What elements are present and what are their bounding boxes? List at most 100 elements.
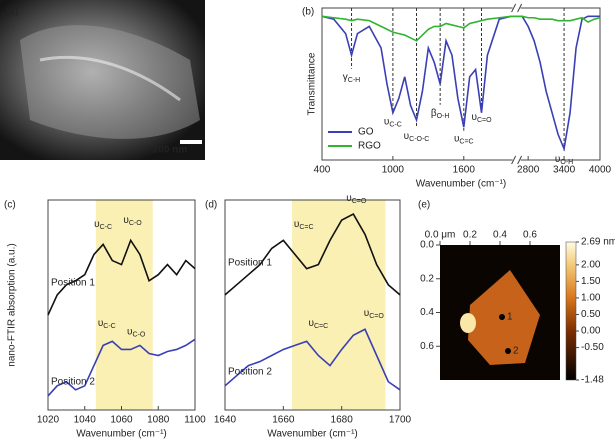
sem-fold	[39, 55, 181, 102]
series-label: Position 1	[51, 278, 95, 289]
axis-break-mark	[511, 155, 517, 165]
plot-frame	[321, 7, 601, 161]
colorbar-tick-label: -1.48	[581, 375, 604, 386]
series-line	[321, 15, 601, 42]
series-line	[47, 238, 196, 316]
x-tick-label: 1080	[147, 415, 170, 426]
peak-label: υC-C	[98, 318, 116, 330]
peak-symbol: υ	[346, 193, 351, 204]
colorbar-tick-label: 2.00	[581, 259, 601, 270]
peak-label: υC-O	[123, 215, 142, 227]
peak-label: υC=C	[308, 318, 328, 330]
peak-subscript: C-O-C	[409, 136, 429, 143]
axis-break-mark	[511, 3, 517, 13]
y-tick-label: 0.0	[420, 240, 434, 251]
peak-subscript: C=O	[369, 313, 384, 320]
x-tick-label: 0.4	[493, 230, 507, 241]
peak-subscript: C-C	[389, 121, 401, 128]
panel-label: (a)	[6, 7, 18, 18]
x-tick-label: 1100	[184, 415, 206, 426]
panel-label: (e)	[418, 200, 430, 211]
series-label: Position 2	[228, 366, 272, 377]
peak-label: υC=C	[294, 219, 314, 231]
y-tick-label: 0.4	[420, 307, 434, 318]
position-label: 2	[513, 346, 519, 357]
x-tick-label: 0.2	[463, 230, 477, 241]
y-axis-label: nano-FTIR absorption (a.u.)	[7, 243, 18, 366]
panel-label: (c)	[4, 200, 16, 211]
position-marker	[505, 348, 511, 354]
peak-subscript: C-O	[129, 220, 142, 227]
peak-label: υC-O	[127, 326, 146, 338]
legend-label: GO	[358, 127, 374, 138]
y-tick-label: 0.6	[420, 341, 434, 352]
scale-bar-label: 200 nm	[153, 145, 188, 156]
peak-label: γC-H	[343, 71, 360, 83]
panel-label: (b)	[302, 7, 314, 18]
legend-label: RGO	[358, 141, 381, 152]
peak-label: υC=O	[471, 112, 492, 124]
peak-label: υC-C	[384, 116, 402, 128]
peak-subscript: C=C	[459, 139, 473, 146]
x-axis-label: Wavenumber (cm⁻¹)	[76, 429, 166, 440]
x-tick-label: 400	[314, 165, 331, 176]
peak-label: υC=O	[346, 193, 367, 205]
x-tick-label: 2800	[517, 165, 540, 176]
x-tick-label: 1640	[214, 415, 237, 426]
highlight-band	[95, 200, 153, 410]
x-tick-label: 1700	[389, 415, 412, 426]
peak-symbol: υ	[308, 318, 313, 329]
x-tick-label: 1600	[453, 165, 476, 176]
colorbar	[565, 241, 577, 381]
peak-symbol: υ	[471, 112, 476, 123]
peak-subscript: C-O	[133, 331, 146, 338]
peak-subscript: C=O	[477, 117, 492, 124]
x-tick-label: 3400	[553, 165, 576, 176]
series-line	[47, 338, 196, 397]
colorbar-tick-label: 0.00	[581, 326, 601, 337]
peak-symbol: β	[431, 107, 437, 118]
axis-break	[512, 157, 521, 163]
y-tick-label: 0.2	[420, 273, 434, 284]
peak-subscript: O-H	[560, 159, 573, 166]
peak-subscript: O-H	[437, 113, 450, 120]
peak-subscript: C=C	[314, 323, 328, 330]
colorbar-tick-label: -0.50	[581, 342, 604, 353]
series-label: Position 2	[51, 377, 95, 388]
colorbar-tick-label: 0.50	[581, 309, 601, 320]
peak-subscript: C-C	[103, 323, 115, 330]
peak-label: υO-H	[555, 154, 573, 166]
x-tick-label: 1020	[37, 415, 60, 426]
highlight-band	[292, 200, 386, 410]
peak-subscript: C=C	[299, 224, 313, 231]
peak-symbol: υ	[384, 116, 389, 127]
x-tick-label: 0.0 μm	[425, 230, 456, 241]
peak-label: βO-H	[431, 107, 450, 119]
peak-label: υC-C	[94, 219, 112, 231]
series-line	[321, 15, 600, 152]
peak-symbol: υ	[98, 318, 103, 329]
x-tick-label: 1060	[110, 415, 133, 426]
peak-label: υC-O-C	[404, 130, 430, 142]
x-tick-label: 1040	[74, 415, 97, 426]
afm-particle	[460, 313, 476, 333]
axis-break-mark	[517, 155, 523, 165]
x-tick-label: 0.6	[523, 230, 537, 241]
panel-label: (d)	[205, 200, 217, 211]
colorbar-tick-label: 1.00	[581, 293, 601, 304]
peak-symbol: υ	[404, 130, 409, 141]
series-line	[224, 213, 401, 296]
peak-symbol: υ	[294, 219, 299, 230]
x-tick-label: 4000	[589, 165, 612, 176]
peak-subscript: C=O	[352, 198, 367, 205]
peak-subscript: C-H	[348, 77, 360, 84]
x-axis-label: Wavenumber (cm⁻¹)	[267, 429, 357, 440]
peak-symbol: υ	[127, 326, 132, 337]
plot-frame	[224, 199, 401, 411]
colorbar-tick-label: 2.69 nm	[581, 237, 615, 248]
y-axis-label: Transmittance	[307, 52, 318, 115]
peak-label: υC=C	[454, 133, 474, 145]
peak-symbol: υ	[123, 215, 128, 226]
x-tick-label: 1000	[382, 165, 405, 176]
